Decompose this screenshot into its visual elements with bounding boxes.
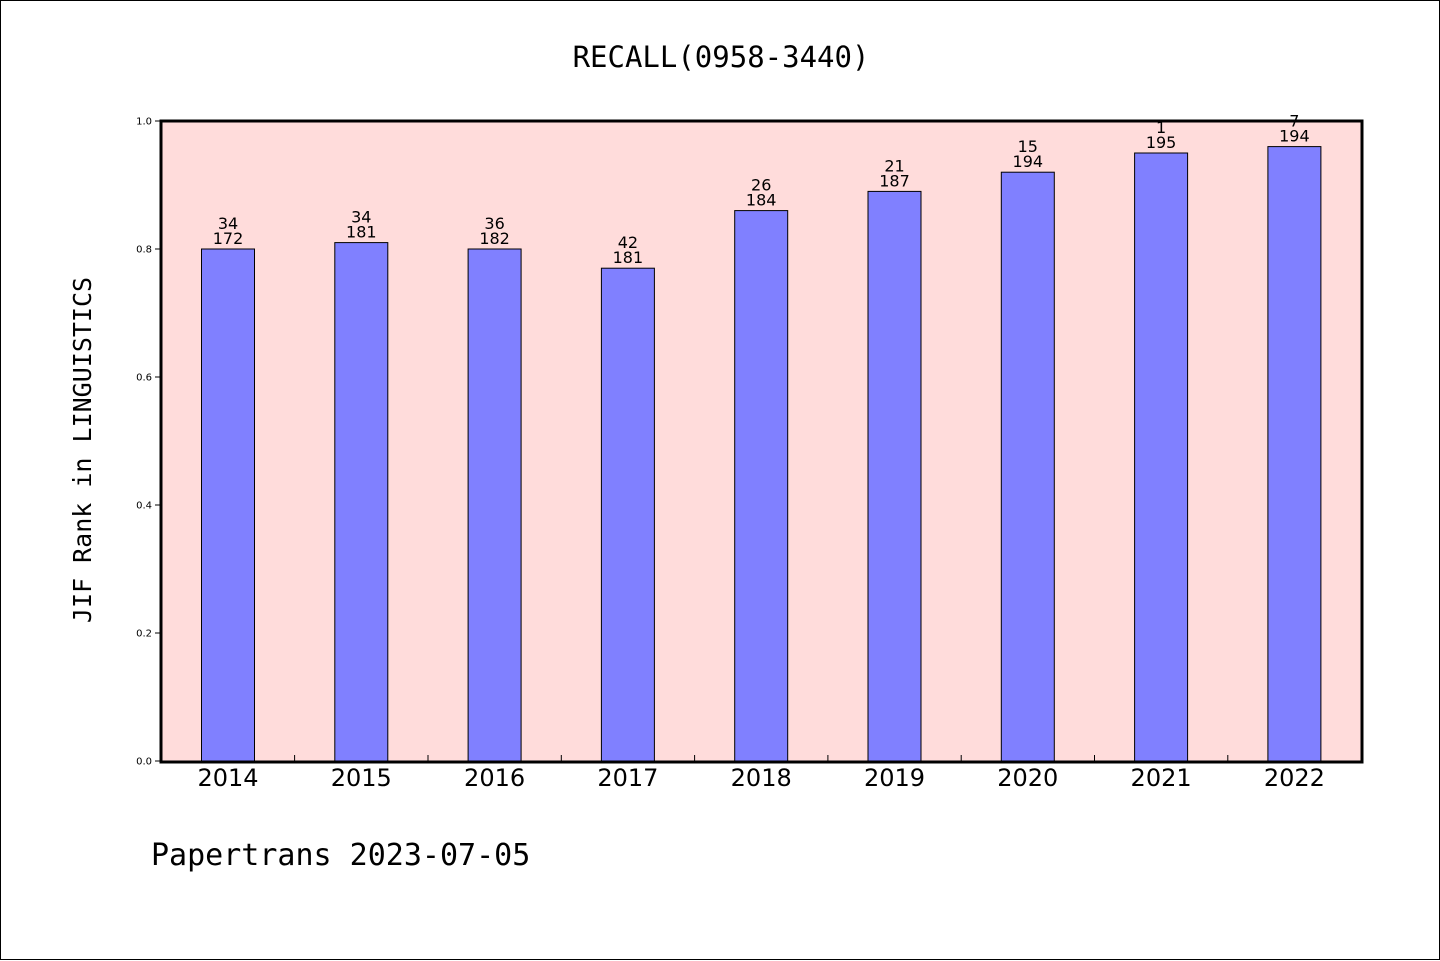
y-tick-label-0.4: 0.4 — [136, 501, 152, 512]
x-tick-label-2020: 2020 — [997, 764, 1058, 792]
y-tick-label-0.8: 0.8 — [136, 245, 152, 256]
data-label-rank-2014: 34 — [218, 214, 238, 233]
data-label-total-2021: 195 — [1146, 133, 1177, 152]
data-label-total-2019: 187 — [879, 171, 910, 190]
bar-2014 — [201, 248, 255, 762]
bar-2018 — [734, 210, 789, 762]
data-label-total-2020: 194 — [1013, 152, 1044, 171]
y-tick-label-1.0: 1.0 — [136, 117, 152, 128]
data-label-total-2022: 194 — [1279, 127, 1310, 146]
data-label-rank-2021: 1 — [1156, 118, 1166, 137]
chart-title: RECALL(0958-3440) — [573, 40, 870, 74]
data-label-total-2014: 172 — [213, 229, 244, 248]
plot-border — [159, 119, 1364, 764]
y-tick-label-0.2: 0.2 — [136, 629, 152, 640]
bar-2017 — [600, 267, 655, 762]
data-label-total-2017: 181 — [613, 248, 644, 267]
x-tick-label-2021: 2021 — [1131, 764, 1192, 792]
x-tick-label-2016: 2016 — [464, 764, 525, 792]
y-tick-label-0.0: 0.0 — [136, 757, 152, 768]
bar-2022 — [1267, 146, 1322, 762]
bar-2015 — [334, 242, 389, 762]
data-label-total-2015: 181 — [346, 223, 377, 242]
data-label-rank-2020: 15 — [1018, 137, 1038, 156]
data-label-rank-2019: 21 — [884, 156, 904, 175]
bar-2016 — [467, 248, 522, 762]
data-label-rank-2015: 34 — [351, 208, 371, 227]
x-tick-label-2022: 2022 — [1264, 764, 1325, 792]
x-tick-label-2017: 2017 — [597, 764, 658, 792]
y-tick-label-0.6: 0.6 — [136, 373, 152, 384]
x-tick-label-2014: 2014 — [197, 764, 258, 792]
footer-text: Papertrans 2023-07-05 — [151, 838, 530, 873]
bar-2020 — [1000, 171, 1055, 762]
data-label-total-2018: 184 — [746, 191, 777, 210]
data-label-rank-2017: 42 — [618, 233, 638, 252]
data-label-total-2016: 182 — [479, 229, 510, 248]
bar-2021 — [1134, 152, 1189, 762]
x-tick-label-2018: 2018 — [731, 764, 792, 792]
data-label-rank-2018: 26 — [751, 176, 771, 195]
ticks-group: 2014 2015 2016 2017 2018 2019 2020 2021 2022 0.0 0… — [136, 117, 1325, 793]
y-axis-label: JIF Rank in LINGUISTICS — [68, 277, 97, 623]
x-tick-label-2019: 2019 — [864, 764, 925, 792]
x-tick-label-2015: 2015 — [331, 764, 392, 792]
bar-2019 — [867, 190, 922, 762]
data-label-rank-2016: 36 — [484, 214, 504, 233]
